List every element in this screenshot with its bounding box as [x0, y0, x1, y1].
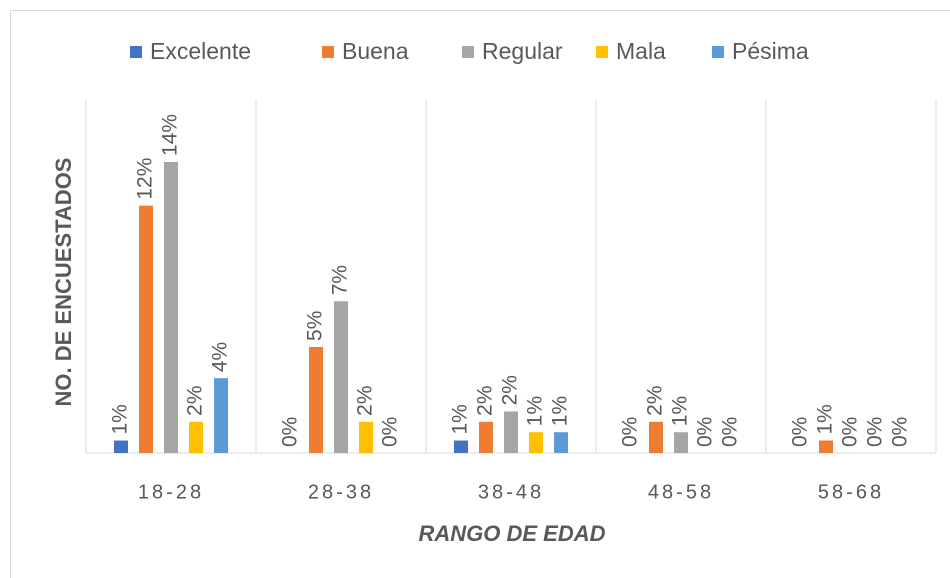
x-tick-label: 48-58 [648, 481, 714, 503]
bar [189, 421, 203, 453]
legend-swatch [130, 46, 142, 58]
bar [214, 378, 228, 453]
data-label: 2% [354, 385, 377, 415]
legend-swatch [462, 46, 474, 58]
data-label: 0% [839, 417, 862, 447]
x-tick-label: 58-68 [818, 481, 884, 503]
data-label: 12% [134, 158, 157, 200]
x-axis-title: RANGO DE EDAD [418, 521, 605, 546]
legend-label: Buena [342, 38, 409, 64]
data-label: 1% [109, 404, 132, 434]
legend-label: Excelente [150, 38, 251, 64]
bar [309, 346, 323, 453]
bar [479, 421, 493, 453]
data-label: 1% [524, 396, 547, 426]
data-label: 4% [209, 342, 232, 372]
legend-label: Regular [482, 38, 563, 64]
data-label: 2% [184, 385, 207, 415]
bar [164, 161, 178, 453]
data-label: 0% [279, 417, 302, 447]
data-label: 0% [619, 417, 642, 447]
data-label: 0% [864, 417, 887, 447]
data-label: 0% [789, 417, 812, 447]
legend-swatch [596, 46, 608, 58]
y-axis-title: NO. DE ENCUESTADOS [51, 158, 76, 407]
x-tick-label: 18-28 [138, 481, 204, 503]
x-tick-label: 28-38 [308, 481, 374, 503]
bar [504, 411, 518, 453]
bar [649, 421, 663, 453]
legend-label: Mala [616, 38, 666, 64]
data-label: 7% [329, 265, 352, 295]
bar [674, 432, 688, 453]
bar [529, 432, 543, 453]
bar [819, 440, 833, 453]
data-label: 1% [449, 404, 472, 434]
x-tick-label: 38-48 [478, 481, 544, 503]
bar [139, 205, 153, 453]
data-label: 1% [669, 396, 692, 426]
data-label: 14% [159, 114, 182, 156]
legend-swatch [712, 46, 724, 58]
bar [359, 421, 373, 453]
bar [554, 432, 568, 453]
legend-label: Pésima [732, 38, 809, 64]
bar [334, 301, 348, 453]
data-label: 0% [694, 417, 717, 447]
bar [114, 440, 128, 453]
bar [454, 440, 468, 453]
data-label: 0% [889, 417, 912, 447]
data-label: 1% [549, 396, 572, 426]
data-label: 2% [499, 375, 522, 405]
legend-swatch [322, 46, 334, 58]
data-label: 1% [814, 404, 837, 434]
data-label: 5% [304, 311, 327, 341]
data-label: 2% [474, 385, 497, 415]
data-label: 0% [379, 417, 402, 447]
data-label: 2% [644, 385, 667, 415]
data-label: 0% [719, 417, 742, 447]
